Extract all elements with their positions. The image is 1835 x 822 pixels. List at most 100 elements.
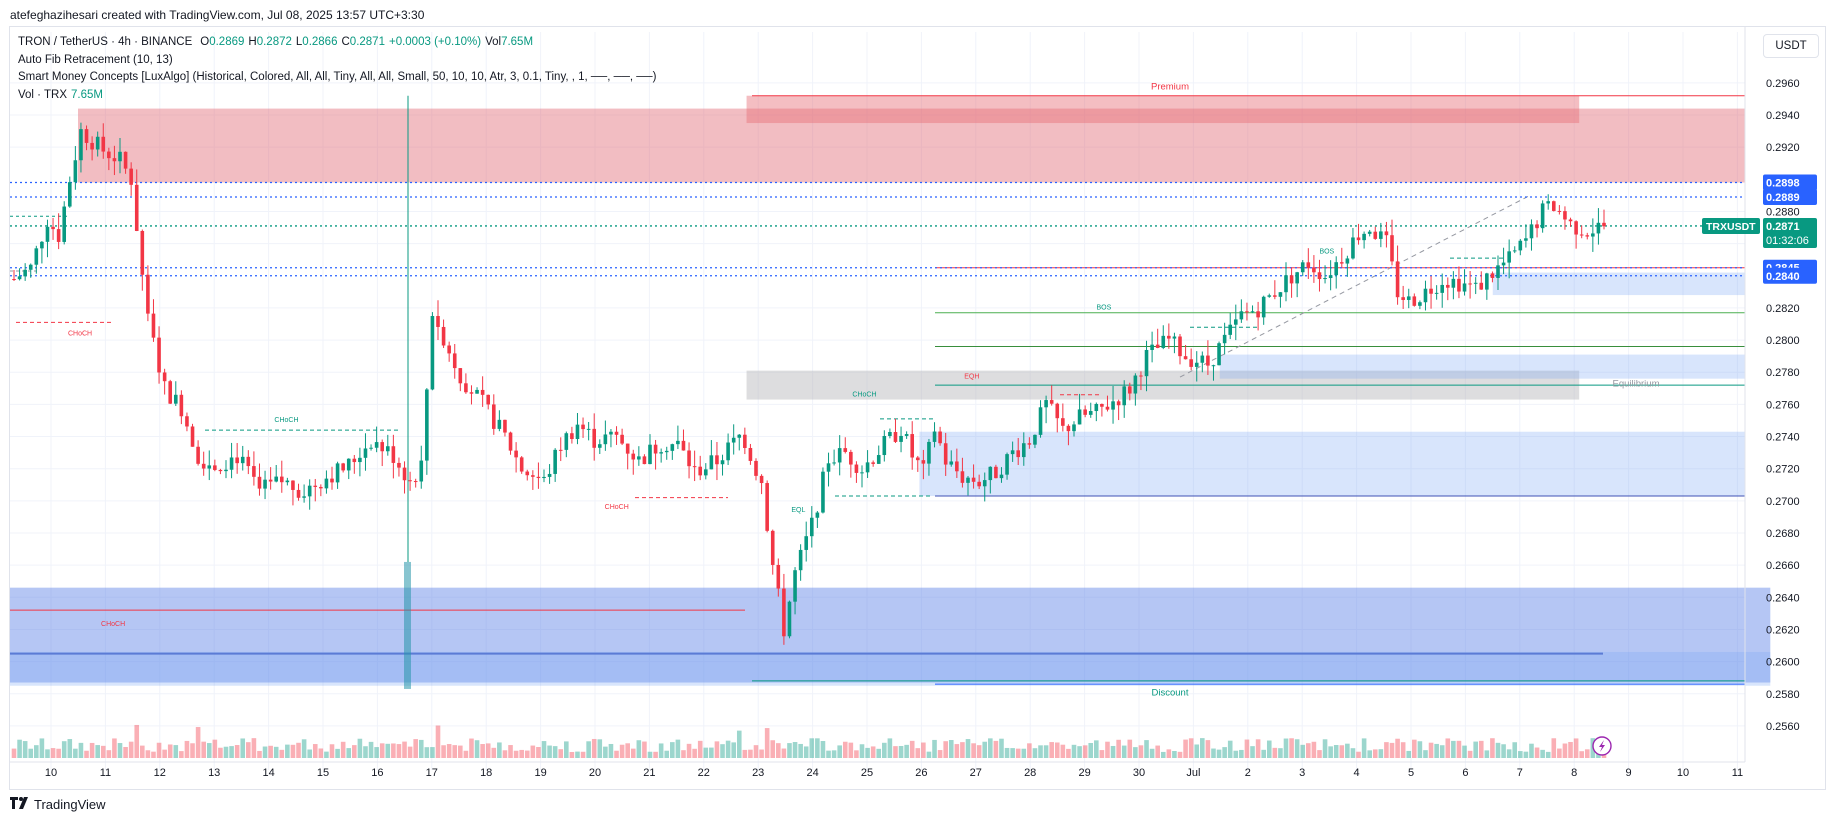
volume-bar — [1043, 745, 1049, 758]
candle-body — [809, 517, 814, 537]
volume-bar — [731, 742, 736, 758]
price-tick-label: 0.2680 — [1766, 528, 1800, 540]
candle-body — [441, 326, 446, 346]
candle-body — [475, 389, 479, 394]
candle-body — [1468, 283, 1472, 285]
volume-bar — [151, 751, 156, 758]
candle-body — [1189, 359, 1193, 367]
candle-body — [491, 404, 496, 429]
volume-bar — [357, 738, 363, 758]
volume-bar — [1328, 746, 1333, 758]
volume-bar — [759, 749, 764, 758]
candle-body — [430, 316, 435, 390]
candle-body — [1016, 450, 1021, 458]
legend-smc-row[interactable]: Smart Money Concepts [LuxAlgo] (Historic… — [18, 69, 656, 87]
volume-bar — [480, 744, 485, 758]
volume-bar — [1205, 740, 1211, 758]
price-tick-label: 0.2600 — [1766, 657, 1800, 669]
volume-bar — [469, 738, 474, 758]
candle-body — [17, 276, 22, 280]
volume-bar — [664, 750, 670, 758]
candle-body — [1077, 409, 1082, 425]
time-tick-label: 13 — [208, 767, 220, 779]
price-tick-label: 0.2660 — [1766, 560, 1800, 572]
candle-body — [720, 460, 725, 465]
candle-layer — [12, 122, 1606, 645]
currency-selector[interactable]: USDT — [1763, 34, 1819, 58]
candle-body — [1440, 284, 1445, 293]
candle-body — [1010, 450, 1015, 455]
volume-bar — [1049, 742, 1054, 758]
vol-value: 7.65M — [501, 36, 534, 48]
candle-body — [252, 466, 256, 477]
candle-body — [67, 182, 72, 207]
volume-bar — [948, 740, 954, 758]
candle-body — [201, 463, 206, 469]
candle-body — [1312, 267, 1316, 273]
candle-body — [558, 449, 563, 451]
candle-body — [994, 466, 998, 479]
lightning-icon[interactable] — [1592, 736, 1612, 756]
candle-body — [586, 428, 591, 430]
candle-body — [776, 564, 781, 589]
legend-volume-row[interactable]: Vol · TRX 7.65M — [18, 87, 656, 105]
volume-bar — [106, 750, 112, 758]
volume-bar — [1250, 746, 1255, 758]
time-tick-label: 10 — [45, 767, 57, 779]
volume-bar — [1032, 748, 1038, 758]
volume-bar — [753, 745, 759, 758]
time-tick-label: 14 — [262, 767, 274, 779]
candle-body — [363, 448, 368, 458]
candle-body — [1390, 235, 1394, 262]
volume-bar — [100, 745, 106, 758]
volume-bar — [792, 742, 798, 758]
volume-bar — [854, 750, 859, 758]
time-tick-label: 3 — [1299, 767, 1305, 779]
volume-bar — [1367, 750, 1372, 758]
candle-body — [157, 337, 161, 373]
volume-bar — [1333, 744, 1339, 758]
volume-bar — [1584, 749, 1590, 758]
candle-body — [1384, 231, 1389, 236]
volume-bar — [156, 742, 162, 758]
tradingview-brand[interactable]: TradingView — [10, 797, 106, 812]
volume-bar — [826, 750, 831, 758]
candle-body — [1434, 292, 1439, 294]
volume-bar — [781, 748, 787, 758]
candle-body — [854, 464, 859, 473]
volume-bar — [670, 742, 675, 758]
candle-body — [999, 474, 1004, 479]
time-tick-label: 25 — [861, 767, 873, 779]
candle-body — [1066, 425, 1071, 432]
candle-body — [1317, 272, 1322, 280]
candle-body — [1055, 403, 1060, 419]
candle-body — [508, 432, 513, 451]
candle-body — [263, 479, 267, 489]
candle-body — [341, 463, 345, 471]
time-tick-label: 12 — [154, 767, 166, 779]
volume-bar — [636, 740, 642, 758]
volume-bar — [614, 750, 619, 758]
candle-body — [893, 432, 898, 442]
candle-body — [542, 476, 546, 479]
legend-symbol-row[interactable]: TRON / TetherUS · 4h · BINANCE O 0.2869 H… — [18, 34, 656, 52]
legend-fib-row[interactable]: Auto Fib Retracement (10, 13) — [18, 52, 656, 70]
close-label: C — [341, 36, 350, 48]
volume-bar — [1406, 750, 1412, 758]
candle-body — [966, 477, 970, 483]
candle-body — [915, 457, 920, 461]
candle-body — [531, 475, 535, 477]
candle-body — [1490, 273, 1495, 278]
volume-bar — [1529, 743, 1534, 758]
time-tick-label: 11 — [1732, 767, 1743, 779]
candle-body — [34, 248, 39, 265]
symbol-label: TRON / TetherUS · 4h · BINANCE — [18, 36, 193, 48]
candle-body — [369, 447, 373, 449]
volume-bar — [1372, 749, 1378, 758]
volume-bar — [530, 745, 536, 758]
volume-bar — [234, 745, 240, 758]
high-value: 0.2872 — [256, 36, 292, 48]
volume-bar — [1261, 749, 1266, 758]
volume-bar — [89, 742, 95, 758]
